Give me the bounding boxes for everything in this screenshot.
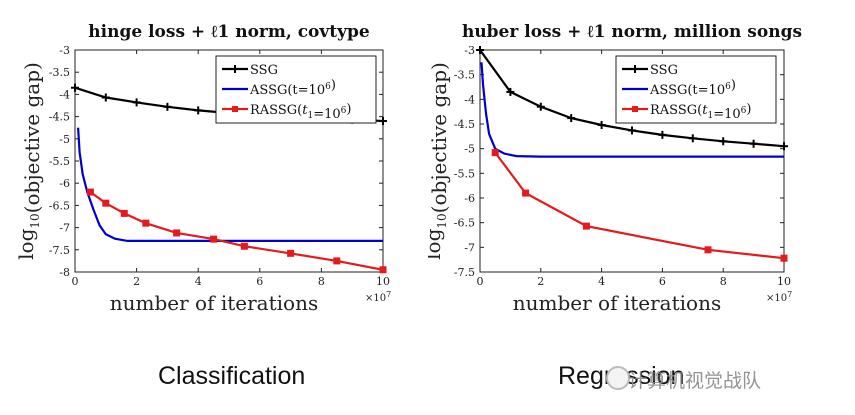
data-point-rassg-t1-10-6 <box>491 149 499 157</box>
data-point-ssg <box>101 93 110 102</box>
data-point-rassg-t1-10-6 <box>582 222 590 230</box>
y-tick-label: -7.5 <box>49 244 70 257</box>
chart-huber-million-songs: huber loss + ℓ1 norm, million songs 0 2 4 6 8… <box>428 22 802 315</box>
legend-label: RASSG(t1=106) <box>250 102 351 122</box>
x-tick-label: 2 <box>537 275 544 288</box>
data-point-ssg <box>658 130 667 139</box>
chart-title: huber loss + ℓ1 norm, million songs <box>462 22 802 42</box>
x-tick-label: 2 <box>133 275 140 288</box>
y-tick-label: -6 <box>464 192 475 205</box>
data-point-ssg <box>597 120 606 129</box>
watermark-text: 计算机视觉战队 <box>628 370 762 392</box>
series-line-rassg-t1-10-6 <box>494 151 784 260</box>
series-line-rassg-t1-10-6 <box>89 191 383 271</box>
data-point-ssg <box>194 106 203 115</box>
y-tick-label: -8 <box>59 266 70 279</box>
legend-label: ASSG(t=106) <box>249 78 336 98</box>
y-axis-label: log10(objective gap) <box>428 62 451 260</box>
y-tick-label: -6 <box>59 177 70 190</box>
data-point-ssg <box>536 102 545 111</box>
y-tick-label: -3.5 <box>49 66 70 79</box>
chart-title: hinge loss + ℓ1 norm, covtype <box>88 22 370 42</box>
data-point-rassg-t1-10-6 <box>173 229 181 237</box>
y-tick-label: -5.5 <box>454 167 475 180</box>
legend-label: SSG <box>650 63 678 78</box>
watermark-logo-icon <box>606 366 630 390</box>
y-tick-label: -6.5 <box>49 199 70 212</box>
y-tick-label: -4.5 <box>454 118 475 131</box>
data-point-ssg <box>780 142 788 151</box>
x-tick-label: 10 <box>777 275 791 288</box>
data-point-ssg <box>476 46 484 54</box>
x-tick-label: 6 <box>256 275 263 288</box>
y-tick-label: -6.5 <box>454 217 475 230</box>
x-tick-label: 0 <box>72 275 79 288</box>
data-point-ssg <box>379 117 387 126</box>
data-point-rassg-t1-10-6 <box>704 246 712 254</box>
y-tick-label: -7 <box>464 241 475 254</box>
y-tick-label: -7 <box>59 222 70 235</box>
y-tick-label: -5.5 <box>49 155 70 168</box>
data-point-ssg <box>163 102 172 111</box>
y-tick-label: -7.5 <box>454 266 475 279</box>
legend-marker <box>632 106 638 112</box>
y-tick-label: -3.5 <box>454 69 475 82</box>
y-tick-label: -3 <box>59 44 70 57</box>
y-tick-label: -5 <box>464 143 475 156</box>
caption-classification: Classification <box>158 362 306 390</box>
x-multiplier-label: ×107 <box>766 290 792 304</box>
data-point-ssg <box>567 114 576 123</box>
series-line-assg-t-10-6 <box>77 127 383 242</box>
x-tick-label: 8 <box>720 275 727 288</box>
x-axis-label: number of iterations <box>110 291 318 315</box>
x-tick-label: 4 <box>598 275 605 288</box>
y-tick-label: -4 <box>464 93 475 106</box>
data-point-ssg <box>132 98 141 107</box>
data-point-rassg-t1-10-6 <box>102 199 110 207</box>
y-tick-label: -5 <box>59 133 70 146</box>
y-axis-label: log10(objective gap) <box>14 62 44 260</box>
data-point-rassg-t1-10-6 <box>287 249 295 257</box>
x-axis-label: number of iterations <box>513 291 721 315</box>
legend-label: ASSG(t=106) <box>649 78 736 98</box>
data-point-rassg-t1-10-6 <box>379 266 387 274</box>
legend-label: SSG <box>250 63 278 78</box>
y-tick-label: -4.5 <box>49 111 70 124</box>
x-multiplier-label: ×107 <box>365 290 391 304</box>
data-point-ssg <box>628 126 636 135</box>
legend-label: RASSG(t1=106) <box>650 102 751 122</box>
data-point-ssg <box>506 87 515 96</box>
data-point-rassg-t1-10-6 <box>333 257 341 265</box>
legend-marker <box>232 106 238 112</box>
x-tick-label: 6 <box>659 275 666 288</box>
data-point-ssg <box>719 137 728 146</box>
data-point-rassg-t1-10-6 <box>210 235 218 243</box>
x-tick-label: 0 <box>477 275 484 288</box>
x-tick-label: 10 <box>376 275 390 288</box>
plot-area-frame <box>479 49 785 273</box>
x-tick-label: 4 <box>195 275 202 288</box>
data-point-rassg-t1-10-6 <box>142 219 150 227</box>
data-point-ssg <box>688 134 697 143</box>
data-point-rassg-t1-10-6 <box>240 242 248 250</box>
data-point-rassg-t1-10-6 <box>120 209 128 217</box>
data-point-ssg <box>749 139 758 148</box>
data-point-ssg <box>71 83 79 92</box>
x-tick-label: 8 <box>318 275 325 288</box>
y-tick-label: -3 <box>464 44 475 57</box>
data-point-rassg-t1-10-6 <box>86 188 94 196</box>
chart-hinge-covtype: hinge loss + ℓ1 norm, covtype 0 2 4 6 8 10 -3 -3… <box>14 22 391 315</box>
data-point-rassg-t1-10-6 <box>780 254 788 262</box>
y-tick-label: -4 <box>59 88 70 101</box>
series-line-assg-t-10-6 <box>480 62 784 158</box>
data-point-rassg-t1-10-6 <box>522 189 530 197</box>
